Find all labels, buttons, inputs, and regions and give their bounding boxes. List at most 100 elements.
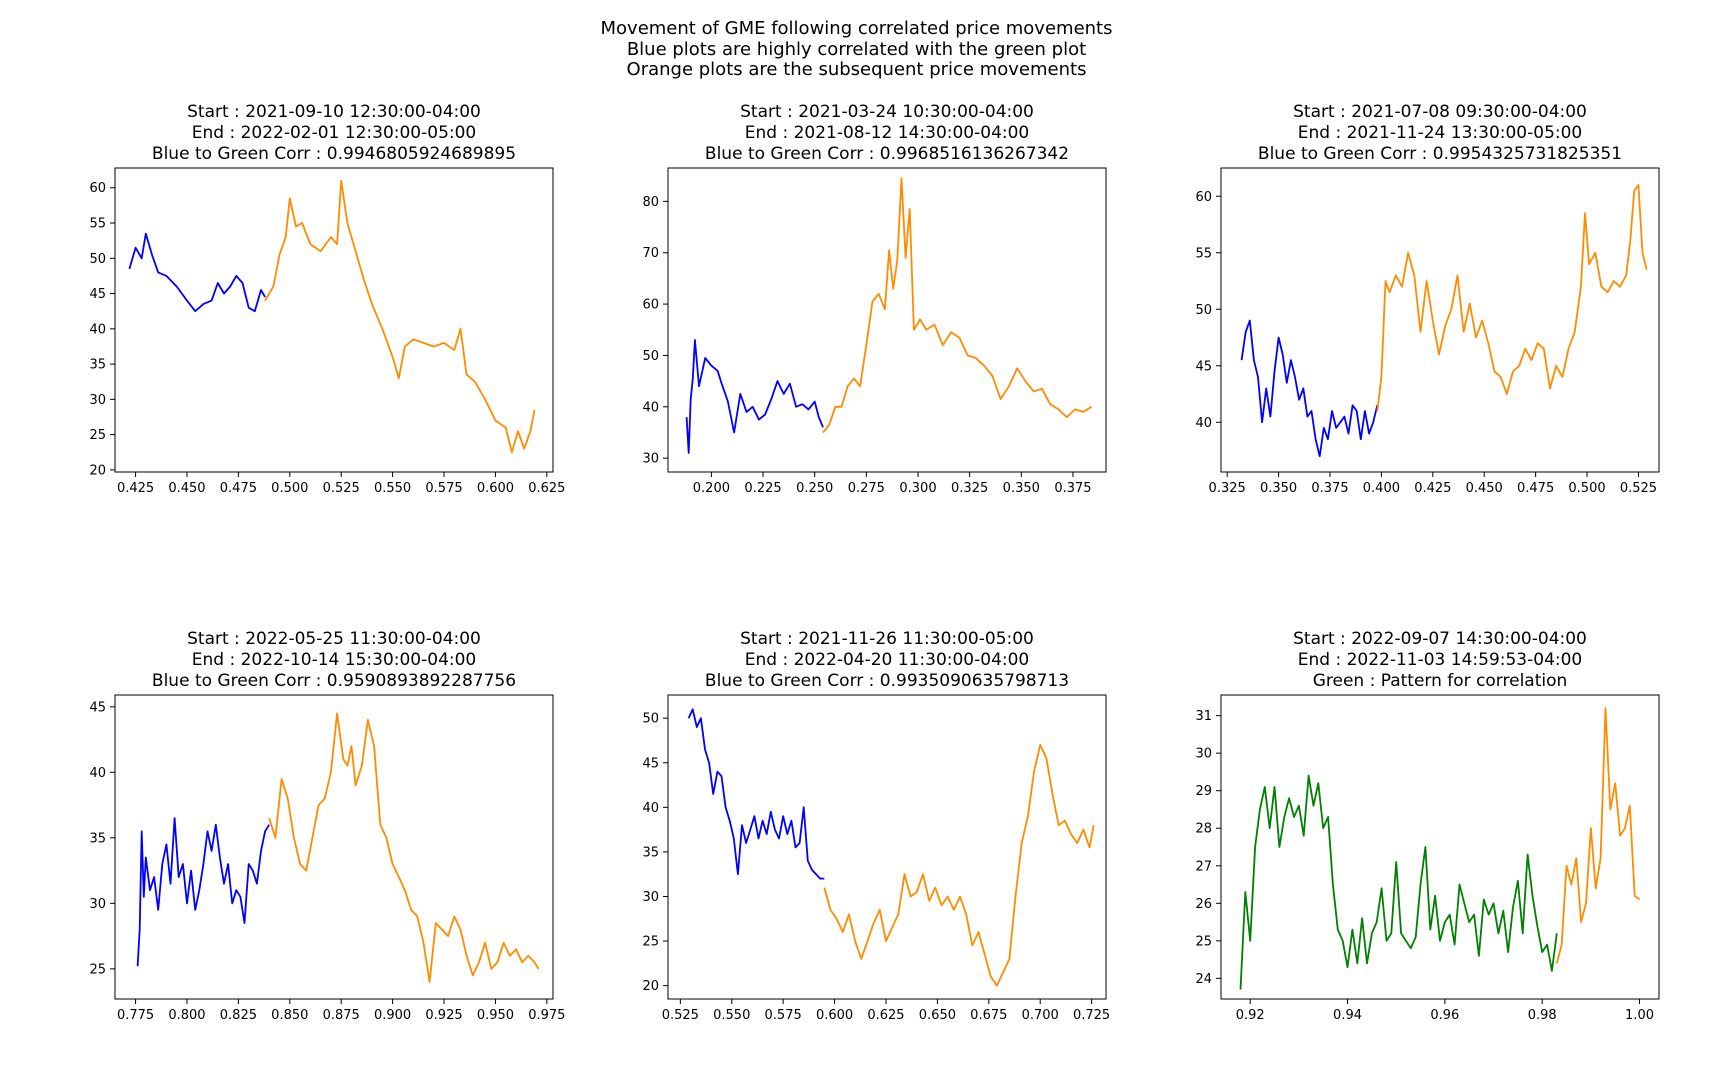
subplot-6-frame bbox=[1220, 694, 1660, 1000]
y-tick-label: 45 bbox=[89, 700, 106, 715]
x-tick-label: 0.300 bbox=[899, 481, 936, 496]
x-tick-label: 0.98 bbox=[1528, 1008, 1557, 1023]
x-tick-label: 0.475 bbox=[220, 481, 257, 496]
y-tick-label: 25 bbox=[89, 962, 106, 977]
x-tick-label: 0.625 bbox=[528, 481, 565, 496]
subplot-5-series-blue bbox=[687, 708, 825, 880]
subplot-5-series-orange bbox=[823, 744, 1095, 987]
subplot-2-title-line-1: Start : 2021-03-24 10:30:00-04:00 bbox=[740, 102, 1034, 122]
y-tick-label: 29 bbox=[1195, 784, 1212, 799]
subplot-1-title-line-3: Blue to Green Corr : 0.9946805924689895 bbox=[152, 144, 516, 164]
subplot-1-title-line-1: Start : 2021-09-10 12:30:00-04:00 bbox=[187, 102, 481, 122]
x-tick-label: 0.925 bbox=[425, 1008, 462, 1023]
subplot-4-title-line-2: End : 2022-10-14 15:30:00-04:00 bbox=[192, 650, 477, 670]
subplot-6-title-line-3: Green : Pattern for correlation bbox=[1313, 671, 1568, 691]
x-tick-label: 0.425 bbox=[1414, 481, 1451, 496]
subplot-2-series-orange bbox=[822, 177, 1092, 434]
subplot-1-title-line-2: End : 2022-02-01 12:30:00-05:00 bbox=[192, 123, 477, 143]
subplot-3-title-line-3: Blue to Green Corr : 0.9954325731825351 bbox=[1258, 144, 1622, 164]
subplot-2-series-blue bbox=[685, 339, 824, 454]
y-tick-label: 30 bbox=[642, 452, 659, 467]
y-tick-label: 50 bbox=[89, 252, 106, 267]
y-tick-label: 55 bbox=[89, 217, 106, 232]
x-tick-label: 0.500 bbox=[271, 481, 308, 496]
y-tick-label: 30 bbox=[89, 897, 106, 912]
y-tick-label: 28 bbox=[1195, 822, 1212, 837]
y-tick-label: 40 bbox=[89, 322, 106, 337]
subplot-6-series-green bbox=[1239, 774, 1558, 990]
y-tick-label: 70 bbox=[642, 246, 659, 261]
figure-suptitle: Movement of GME following correlated pri… bbox=[0, 18, 1713, 81]
subplot-2-frame bbox=[667, 167, 1107, 473]
x-tick-label: 0.525 bbox=[1620, 481, 1657, 496]
subplot-5-title-line-2: End : 2022-04-20 11:30:00-04:00 bbox=[745, 650, 1030, 670]
x-tick-label: 0.96 bbox=[1430, 1008, 1459, 1023]
x-tick-label: 1.00 bbox=[1625, 1008, 1654, 1023]
x-tick-label: 0.275 bbox=[848, 481, 885, 496]
y-tick-label: 20 bbox=[642, 979, 659, 994]
y-tick-label: 40 bbox=[642, 400, 659, 415]
x-tick-label: 0.575 bbox=[765, 1008, 802, 1023]
x-tick-label: 0.450 bbox=[1466, 481, 1503, 496]
x-tick-label: 0.400 bbox=[1363, 481, 1400, 496]
subplot-2-title-line-2: End : 2021-08-12 14:30:00-04:00 bbox=[745, 123, 1030, 143]
x-tick-label: 0.650 bbox=[919, 1008, 956, 1023]
x-tick-label: 0.225 bbox=[744, 481, 781, 496]
x-tick-label: 0.825 bbox=[220, 1008, 257, 1023]
subplot-6-series-orange bbox=[1555, 707, 1641, 964]
x-tick-label: 0.725 bbox=[1073, 1008, 1110, 1023]
x-tick-label: 0.250 bbox=[796, 481, 833, 496]
y-tick-label: 31 bbox=[1195, 709, 1212, 724]
y-tick-label: 50 bbox=[642, 349, 659, 364]
x-tick-label: 0.875 bbox=[323, 1008, 360, 1023]
subplot-6-title-line-2: End : 2022-11-03 14:59:53-04:00 bbox=[1298, 650, 1583, 670]
x-tick-label: 0.600 bbox=[477, 481, 514, 496]
x-tick-label: 0.350 bbox=[1260, 481, 1297, 496]
y-tick-label: 45 bbox=[1195, 359, 1212, 374]
y-tick-label: 25 bbox=[1195, 934, 1212, 949]
x-tick-label: 0.450 bbox=[168, 481, 205, 496]
y-tick-label: 50 bbox=[642, 712, 659, 727]
y-tick-label: 35 bbox=[642, 845, 659, 860]
y-tick-label: 27 bbox=[1195, 859, 1212, 874]
x-tick-label: 0.550 bbox=[374, 481, 411, 496]
y-tick-label: 35 bbox=[89, 831, 106, 846]
x-tick-label: 0.375 bbox=[1311, 481, 1348, 496]
y-tick-label: 30 bbox=[89, 393, 106, 408]
x-tick-label: 0.600 bbox=[816, 1008, 853, 1023]
subplot-5-frame bbox=[667, 694, 1107, 1000]
x-tick-label: 0.700 bbox=[1022, 1008, 1059, 1023]
y-tick-label: 55 bbox=[1195, 246, 1212, 261]
y-tick-label: 30 bbox=[642, 890, 659, 905]
subplot-1-series-orange bbox=[264, 179, 536, 454]
y-tick-label: 60 bbox=[1195, 190, 1212, 205]
subplot-4-series-orange bbox=[268, 712, 540, 983]
subplot-1-series-blue bbox=[128, 232, 266, 313]
x-tick-label: 0.325 bbox=[951, 481, 988, 496]
x-tick-label: 0.94 bbox=[1333, 1008, 1362, 1023]
x-tick-label: 0.800 bbox=[168, 1008, 205, 1023]
subplot-2-title-line-3: Blue to Green Corr : 0.9968516136267342 bbox=[705, 144, 1069, 164]
subplot-4-frame bbox=[114, 694, 554, 1000]
x-tick-label: 0.950 bbox=[477, 1008, 514, 1023]
subplot-3-title-line-2: End : 2021-11-24 13:30:00-05:00 bbox=[1298, 123, 1583, 143]
x-tick-label: 0.200 bbox=[693, 481, 730, 496]
subplot-5-title-line-1: Start : 2021-11-26 11:30:00-05:00 bbox=[740, 629, 1034, 649]
x-tick-label: 0.675 bbox=[970, 1008, 1007, 1023]
y-tick-label: 45 bbox=[642, 756, 659, 771]
suptitle-line-3: Orange plots are the subsequent price mo… bbox=[626, 59, 1087, 80]
subplot-4-series-blue bbox=[136, 817, 270, 967]
y-tick-label: 60 bbox=[642, 298, 659, 313]
x-tick-label: 0.375 bbox=[1054, 481, 1091, 496]
subplot-3-series-blue bbox=[1240, 319, 1379, 458]
x-tick-label: 0.850 bbox=[271, 1008, 308, 1023]
y-tick-label: 40 bbox=[89, 766, 106, 781]
suptitle-line-1: Movement of GME following correlated pri… bbox=[600, 18, 1113, 39]
suptitle-line-2: Blue plots are highly correlated with th… bbox=[626, 38, 1087, 60]
